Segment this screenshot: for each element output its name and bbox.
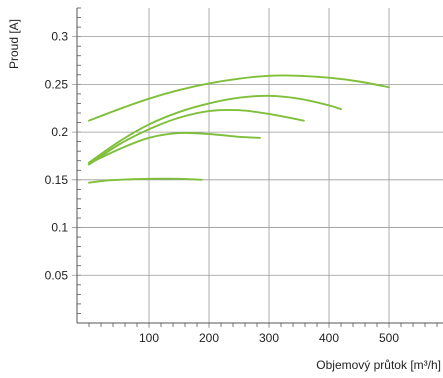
series-line-4	[88, 131, 261, 165]
minor-ticks	[77, 7, 438, 327]
y-tick-label: 0.2	[51, 125, 68, 139]
series-line-1	[88, 74, 390, 122]
y-axis-title: Proud [A]	[7, 19, 21, 69]
y-tick-label: 0.05	[45, 268, 69, 282]
axes	[76, 8, 443, 324]
y-tick-label: 0.3	[51, 30, 68, 44]
x-tick-label: 200	[199, 331, 219, 345]
series-group	[88, 74, 390, 184]
x-tick-label: 300	[259, 331, 279, 345]
y-tick-label: 0.1	[51, 221, 68, 235]
series-line-2	[88, 94, 342, 164]
x-tick-label: 500	[379, 331, 399, 345]
series-line-5	[88, 177, 203, 184]
x-axis-title: Objemový průtok [m³/h]	[316, 358, 441, 372]
y-tick-label: 0.25	[45, 77, 69, 91]
y-tick-label: 0.15	[45, 173, 69, 187]
x-tick-label: 100	[139, 331, 159, 345]
grid	[72, 8, 443, 328]
series-line-3	[88, 108, 305, 166]
x-tick-label: 400	[319, 331, 339, 345]
tick-labels: 100 200 300 400 500 0.05 0.1 0.15 0.2 0.25 0.3	[45, 30, 400, 345]
